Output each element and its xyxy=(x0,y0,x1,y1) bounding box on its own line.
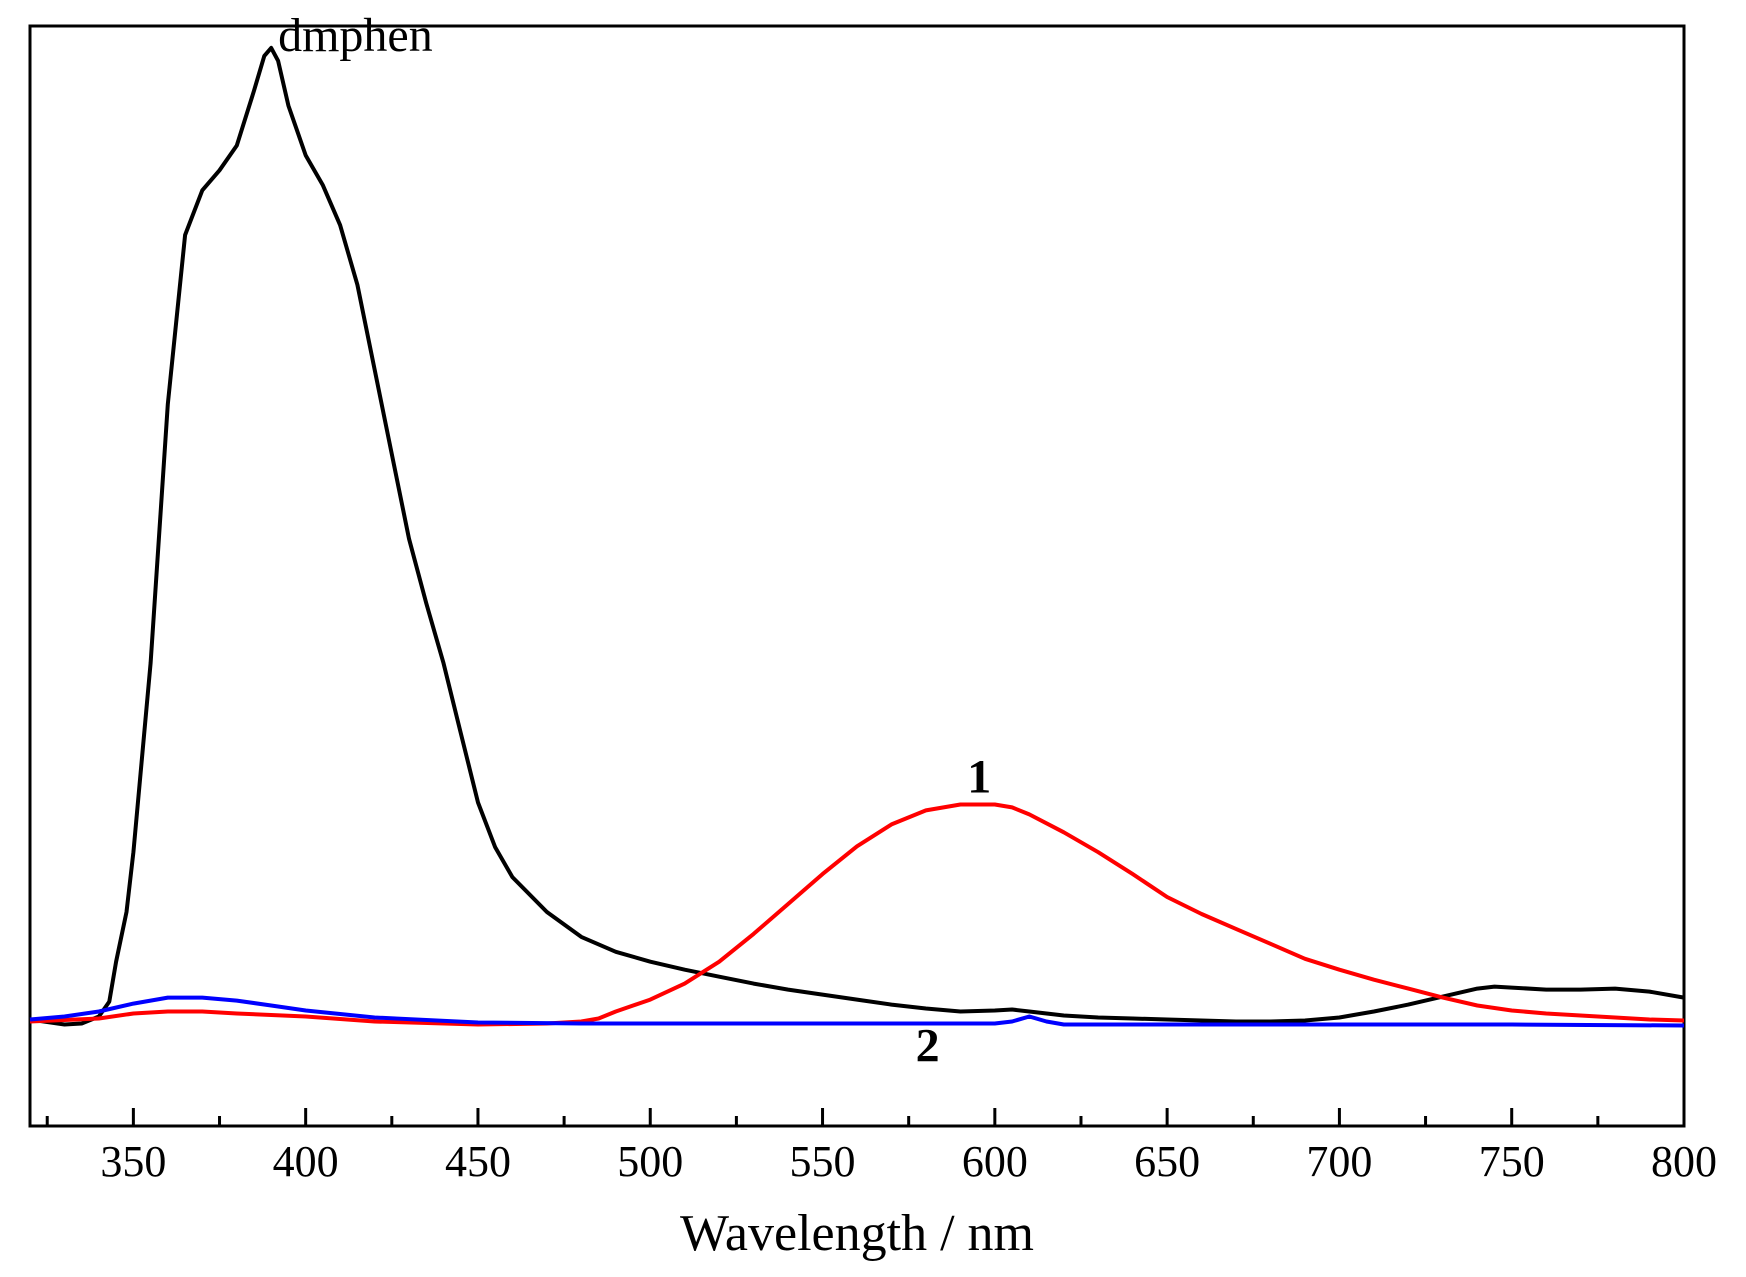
annotation-label: 2 xyxy=(916,1019,940,1072)
x-tick-label: 800 xyxy=(1651,1137,1717,1186)
series-layer xyxy=(29,45,1685,1028)
x-tick-label: 650 xyxy=(1134,1137,1200,1186)
x-tick-label: 550 xyxy=(790,1137,856,1186)
x-axis-ticks: 350 400 450 500 550 600 650 700 750 800 xyxy=(45,1108,1717,1186)
x-tick-label: 750 xyxy=(1479,1137,1545,1186)
x-tick-label: 500 xyxy=(617,1137,683,1186)
series-line-1 xyxy=(29,45,1685,1027)
x-tick-label: 350 xyxy=(100,1137,166,1186)
x-tick-label: 600 xyxy=(962,1137,1028,1186)
annotation-label: 1 xyxy=(967,751,991,804)
x-tick-label: 400 xyxy=(273,1137,339,1186)
x-axis-title: Wavelength / nm xyxy=(680,1205,1034,1262)
annotation-label: dmphen xyxy=(278,9,433,62)
x-tick-label: 450 xyxy=(445,1137,511,1186)
plot-frame xyxy=(28,24,1686,1128)
x-tick-label: 700 xyxy=(1306,1137,1372,1186)
series-line-3 xyxy=(29,995,1685,1028)
series-line-2 xyxy=(29,802,1685,1027)
annotations: dmphen 1 2 xyxy=(278,9,991,1072)
